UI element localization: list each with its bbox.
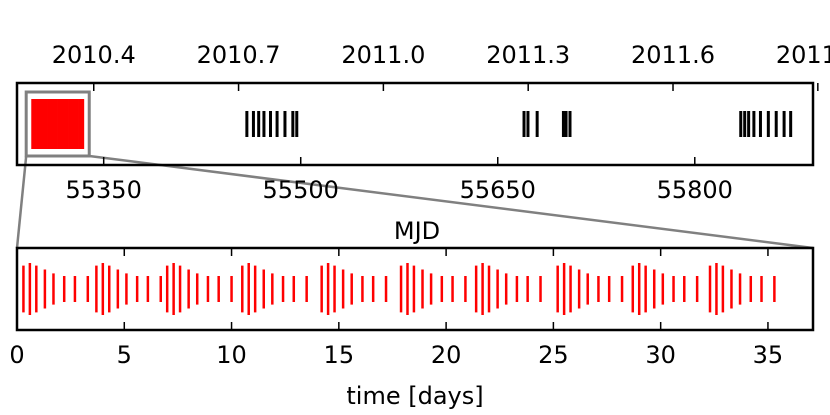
zoom-connector (15, 155, 28, 249)
x-tick-label: 55500 (263, 176, 339, 204)
zoom-box (24, 90, 91, 158)
x-tick-label: 30 (645, 341, 676, 369)
x2-tick-label: 2011.6 (631, 41, 715, 69)
x-tick-label: 35 (753, 341, 784, 369)
x2-tick-label: 2010.7 (197, 41, 281, 69)
x-tick-label: 55650 (460, 176, 536, 204)
x-tick-label: 5 (117, 341, 132, 369)
plot-frame (15, 81, 815, 167)
zoom-connector (89, 154, 814, 250)
x-tick-label: 25 (538, 341, 569, 369)
x-tick-label: 0 (9, 341, 24, 369)
x-tick-label: 20 (431, 341, 462, 369)
x-tick-label: 15 (324, 341, 355, 369)
x-tick-label: 55350 (66, 176, 142, 204)
plot-frame (15, 246, 815, 332)
x2-tick-label: 2011.0 (341, 41, 425, 69)
x-axis-label: MJD (394, 217, 440, 245)
x-tick-label: 55800 (657, 176, 733, 204)
x2-tick-label: 2011.9 (776, 41, 830, 69)
x2-tick-label: 2011.3 (486, 41, 570, 69)
x-axis-label: time [days] (346, 382, 483, 410)
x2-tick-label: 2010.4 (52, 41, 136, 69)
x-tick-label: 10 (216, 341, 247, 369)
